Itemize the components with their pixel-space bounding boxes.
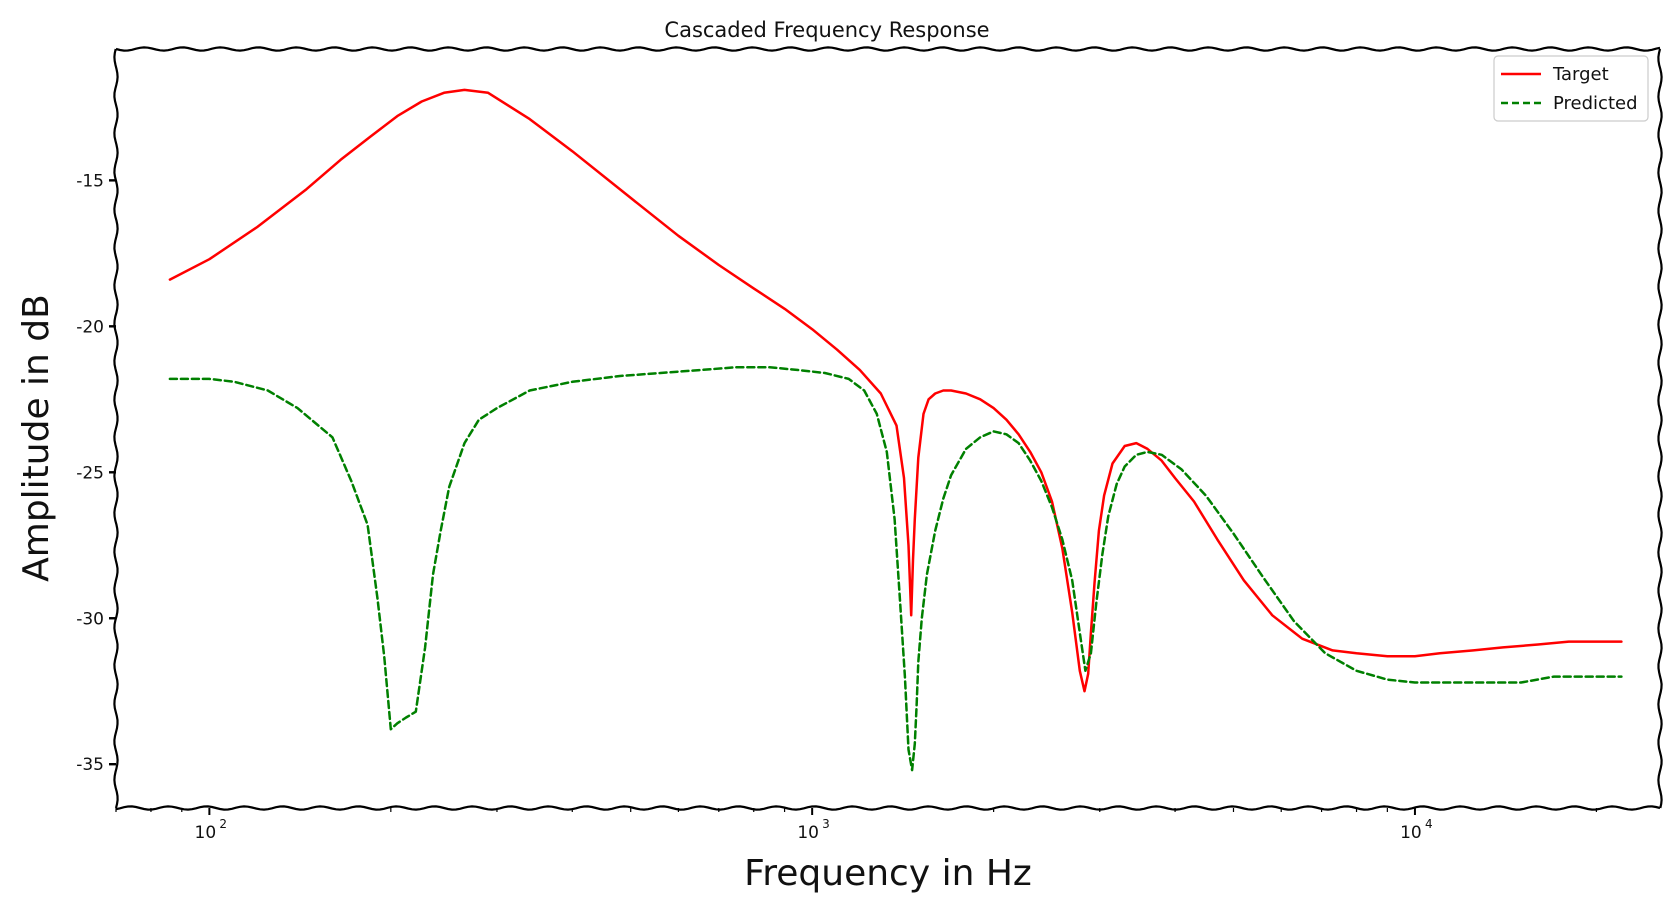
x-tick-label-exponent: 2 xyxy=(219,817,227,831)
y-tick-label: -20 xyxy=(76,317,104,337)
y-tick-label: -25 xyxy=(76,463,104,483)
y-axis-ticks: -15 -20 -25 -30 -35 xyxy=(76,171,116,775)
x-tick-label: 10 xyxy=(195,823,217,843)
series-layer xyxy=(168,88,1623,772)
x-tick-label-exponent: 3 xyxy=(822,817,830,831)
y-tick-label: -35 xyxy=(76,755,104,775)
chart-title: Cascaded Frequency Response xyxy=(664,18,989,42)
x-tick-label: 10 xyxy=(1400,823,1422,843)
series-line-target xyxy=(168,88,1623,693)
plot-frame xyxy=(113,46,1663,811)
y-tick-label: -15 xyxy=(76,171,104,191)
legend-label-predicted: Predicted xyxy=(1553,93,1638,114)
x-tick-label: 10 xyxy=(797,823,819,843)
legend-label-target: Target xyxy=(1552,64,1609,85)
series-line-predicted xyxy=(168,365,1623,772)
legend: Target Predicted xyxy=(1493,55,1649,122)
y-axis-label: Amplitude in dB xyxy=(16,294,57,582)
legend-box xyxy=(1493,55,1649,122)
x-axis-ticks: 10 2 10 3 10 4 xyxy=(115,808,1598,843)
x-tick-label-exponent: 4 xyxy=(1425,817,1433,831)
x-axis-label: Frequency in Hz xyxy=(744,853,1032,894)
y-tick-label: -30 xyxy=(76,609,104,629)
